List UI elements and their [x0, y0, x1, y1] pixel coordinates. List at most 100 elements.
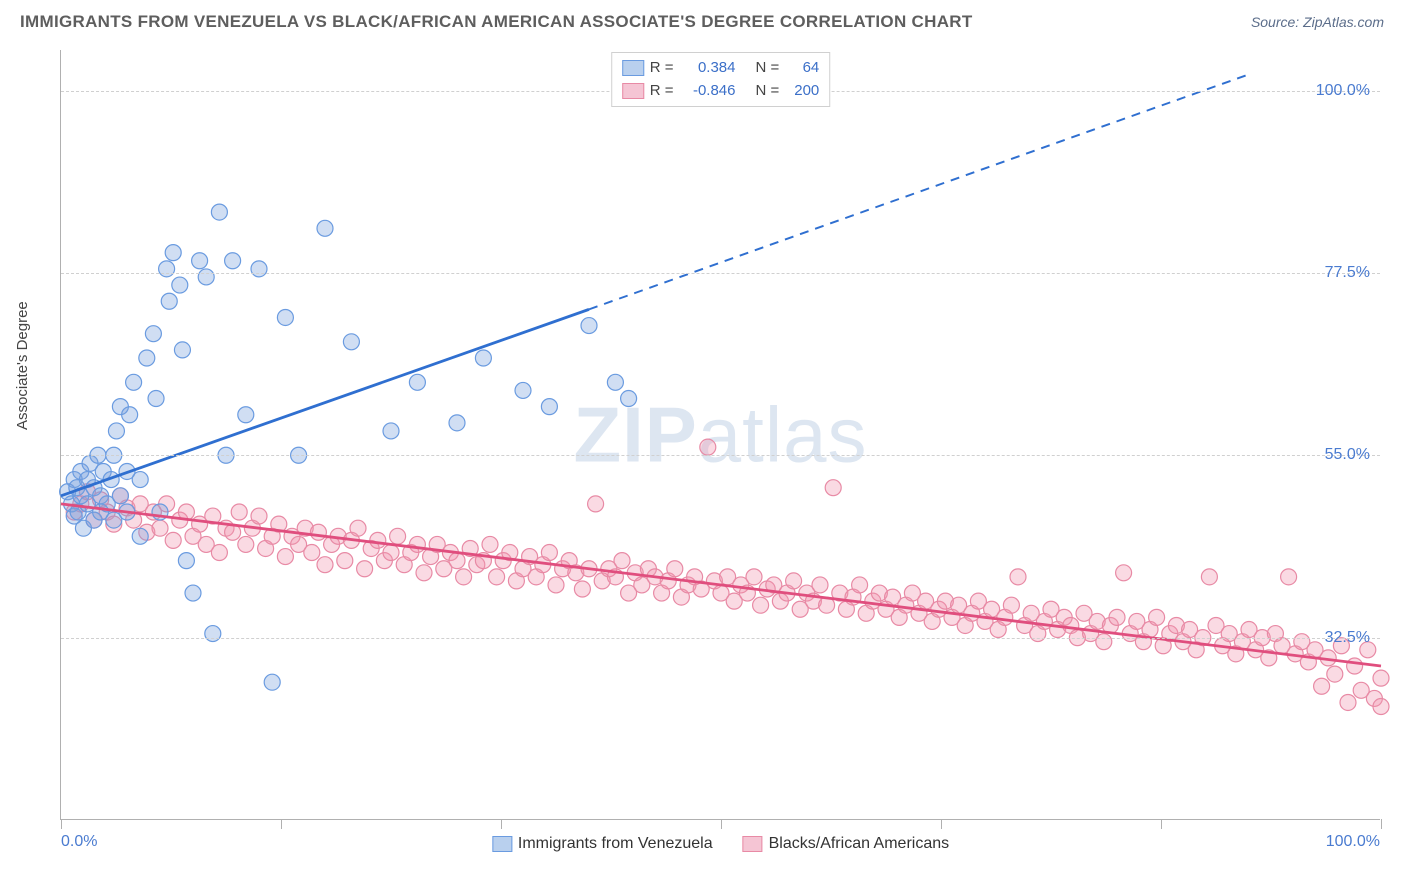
scatter-point — [145, 326, 161, 342]
gridline-h — [61, 273, 1380, 274]
scatter-point — [607, 374, 623, 390]
trend-line — [61, 504, 1381, 666]
scatter-point — [165, 245, 181, 261]
scatter-point — [449, 553, 465, 569]
scatter-point — [251, 261, 267, 277]
scatter-point — [1109, 609, 1125, 625]
scatter-point — [456, 569, 472, 585]
y-tick-label: 100.0% — [1316, 82, 1370, 100]
scatter-point — [317, 220, 333, 236]
scatter-point — [416, 565, 432, 581]
scatter-point — [238, 407, 254, 423]
scatter-point — [852, 577, 868, 593]
scatter-point — [132, 472, 148, 488]
r-label: R = — [650, 57, 674, 80]
x-tick — [941, 819, 942, 829]
scatter-point — [205, 626, 221, 642]
scatter-point — [1003, 597, 1019, 613]
n-value-series1: 64 — [785, 57, 819, 80]
scatter-point — [185, 585, 201, 601]
scatter-point — [383, 423, 399, 439]
legend-label-series2: Blacks/African Americans — [769, 835, 950, 853]
x-tick — [1161, 819, 1162, 829]
y-tick-label: 55.0% — [1325, 446, 1370, 464]
scatter-point — [383, 545, 399, 561]
y-tick-label: 32.5% — [1325, 629, 1370, 647]
scatter-point — [1201, 569, 1217, 585]
scatter-point — [489, 569, 505, 585]
scatter-point — [1116, 565, 1132, 581]
x-axis-max-label: 100.0% — [1326, 833, 1380, 851]
scatter-point — [126, 374, 142, 390]
scatter-point — [1281, 569, 1297, 585]
r-value-series2: -0.846 — [680, 80, 736, 103]
legend-swatch-bottom-1 — [492, 836, 512, 852]
scatter-point — [165, 532, 181, 548]
scatter-point — [225, 253, 241, 269]
scatter-point — [1347, 658, 1363, 674]
scatter-point — [1373, 670, 1389, 686]
x-tick — [61, 819, 62, 829]
scatter-point — [251, 508, 267, 524]
legend-swatch-series1 — [622, 60, 644, 76]
source-attribution: Source: ZipAtlas.com — [1251, 14, 1384, 30]
scatter-point — [238, 536, 254, 552]
scatter-point — [310, 524, 326, 540]
scatter-point — [132, 528, 148, 544]
scatter-point — [304, 545, 320, 561]
trend-line-dashed — [589, 74, 1249, 309]
legend-stats-row-2: R = -0.846 N = 200 — [622, 80, 820, 103]
x-tick — [501, 819, 502, 829]
scatter-point — [515, 382, 531, 398]
gridline-h — [61, 455, 1380, 456]
source-label: Source: — [1251, 14, 1299, 30]
n-label: N = — [756, 57, 780, 80]
gridline-h — [61, 638, 1380, 639]
scatter-point — [192, 253, 208, 269]
scatter-point — [277, 309, 293, 325]
x-tick — [1381, 819, 1382, 829]
scatter-point — [174, 342, 190, 358]
r-label: R = — [650, 80, 674, 103]
scatter-svg — [61, 50, 1380, 819]
scatter-point — [588, 496, 604, 512]
scatter-point — [700, 439, 716, 455]
scatter-point — [753, 597, 769, 613]
scatter-point — [350, 520, 366, 536]
scatter-point — [812, 577, 828, 593]
scatter-point — [825, 480, 841, 496]
chart-plot-area: ZIPatlas R = 0.384 N = 64 R = -0.846 N =… — [60, 50, 1380, 820]
scatter-point — [370, 532, 386, 548]
scatter-point — [409, 536, 425, 552]
scatter-point — [178, 553, 194, 569]
source-value: ZipAtlas.com — [1303, 14, 1384, 30]
scatter-point — [1149, 609, 1165, 625]
scatter-point — [112, 488, 128, 504]
scatter-point — [667, 561, 683, 577]
r-value-series1: 0.384 — [680, 57, 736, 80]
scatter-point — [139, 350, 155, 366]
scatter-point — [337, 553, 353, 569]
scatter-point — [621, 391, 637, 407]
scatter-point — [614, 553, 630, 569]
scatter-point — [482, 536, 498, 552]
scatter-point — [148, 391, 164, 407]
legend-swatch-bottom-2 — [743, 836, 763, 852]
x-tick — [281, 819, 282, 829]
scatter-point — [317, 557, 333, 573]
chart-title: IMMIGRANTS FROM VENEZUELA VS BLACK/AFRIC… — [20, 12, 973, 32]
scatter-point — [390, 528, 406, 544]
scatter-point — [211, 204, 227, 220]
y-tick-label: 77.5% — [1325, 264, 1370, 282]
scatter-point — [574, 581, 590, 597]
scatter-point — [1010, 569, 1026, 585]
legend-stats-row-1: R = 0.384 N = 64 — [622, 57, 820, 80]
scatter-point — [161, 293, 177, 309]
scatter-point — [409, 374, 425, 390]
scatter-point — [108, 423, 124, 439]
y-axis-label: Associate's Degree — [14, 301, 31, 430]
legend-stats-box: R = 0.384 N = 64 R = -0.846 N = 200 — [611, 52, 831, 107]
n-label: N = — [756, 80, 780, 103]
scatter-point — [1327, 666, 1343, 682]
scatter-point — [1340, 694, 1356, 710]
